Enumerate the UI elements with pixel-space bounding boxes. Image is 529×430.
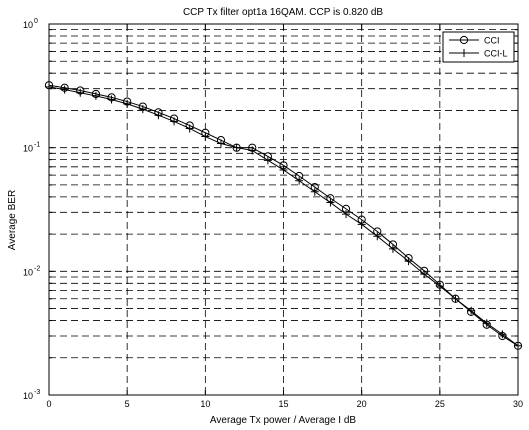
y-tick-label-exponent: -1 bbox=[34, 142, 40, 149]
x-axis-label: Average Tx power / Average I dB bbox=[210, 415, 357, 426]
y-tick-label-exponent: -3 bbox=[34, 389, 40, 396]
legend: CCI CCI-L bbox=[442, 31, 515, 63]
data-point-plus bbox=[295, 176, 304, 185]
x-tick-label: 25 bbox=[435, 399, 445, 409]
data-point-plus bbox=[91, 91, 100, 100]
chart-title: CCP Tx filter opt1a 16QAM. CCP is 0.820 … bbox=[183, 7, 383, 18]
data-point-plus bbox=[498, 330, 507, 339]
data-point-plus bbox=[420, 270, 429, 279]
y-tick-label: 10 bbox=[23, 267, 33, 277]
y-tick-label: 10 bbox=[23, 144, 33, 154]
data-point-plus bbox=[60, 85, 69, 94]
data-point-plus bbox=[154, 111, 163, 120]
y-tick-label-exponent: -2 bbox=[34, 265, 40, 272]
legend-box bbox=[442, 31, 515, 63]
data-point-plus bbox=[310, 187, 319, 196]
data-point-plus bbox=[357, 220, 366, 229]
data-point-plus bbox=[185, 124, 194, 133]
data-point-plus bbox=[404, 257, 413, 266]
data-point-plus bbox=[373, 232, 382, 241]
y-tick-label-exponent: 0 bbox=[34, 18, 38, 25]
x-tick-label: 0 bbox=[46, 399, 51, 409]
data-point-plus bbox=[107, 95, 116, 104]
data-point-plus bbox=[170, 117, 179, 126]
data-point-plus bbox=[435, 282, 444, 291]
legend-label: CCI bbox=[484, 36, 500, 46]
data-point-circle bbox=[459, 35, 469, 45]
data-point-plus bbox=[279, 165, 288, 174]
data-point-plus bbox=[232, 143, 241, 152]
data-point-plus bbox=[76, 88, 85, 97]
data-point-plus bbox=[388, 244, 397, 253]
grid bbox=[49, 24, 518, 395]
data-point-plus bbox=[326, 198, 335, 207]
x-tick-label: 5 bbox=[125, 399, 130, 409]
data-point-plus bbox=[216, 139, 225, 148]
x-tick-label: 30 bbox=[513, 399, 523, 409]
data-point-plus bbox=[138, 105, 147, 114]
y-axis-label: Average BER bbox=[7, 190, 18, 250]
data-point-plus bbox=[263, 156, 272, 165]
y-tick-label: 10 bbox=[23, 20, 33, 30]
data-point-plus bbox=[460, 49, 468, 57]
x-tick-label: 20 bbox=[357, 399, 367, 409]
data-point-plus bbox=[451, 294, 460, 303]
plot-frame bbox=[48, 23, 519, 396]
data-point-plus bbox=[201, 132, 210, 141]
data-point-plus bbox=[248, 146, 257, 155]
data-point-plus bbox=[467, 306, 476, 315]
x-tick-label: 10 bbox=[200, 399, 210, 409]
x-tick-label: 15 bbox=[278, 399, 288, 409]
data-point-plus bbox=[482, 319, 491, 328]
series-cci-l bbox=[45, 82, 522, 350]
y-tick-label: 10 bbox=[23, 391, 33, 401]
data-point-plus bbox=[123, 99, 132, 108]
data-point-plus bbox=[342, 210, 351, 219]
legend-label: CCI-L bbox=[484, 49, 508, 59]
